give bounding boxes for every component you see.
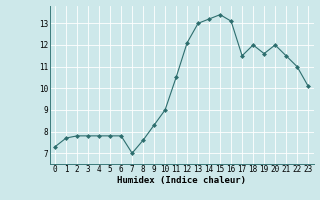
X-axis label: Humidex (Indice chaleur): Humidex (Indice chaleur) xyxy=(117,176,246,185)
